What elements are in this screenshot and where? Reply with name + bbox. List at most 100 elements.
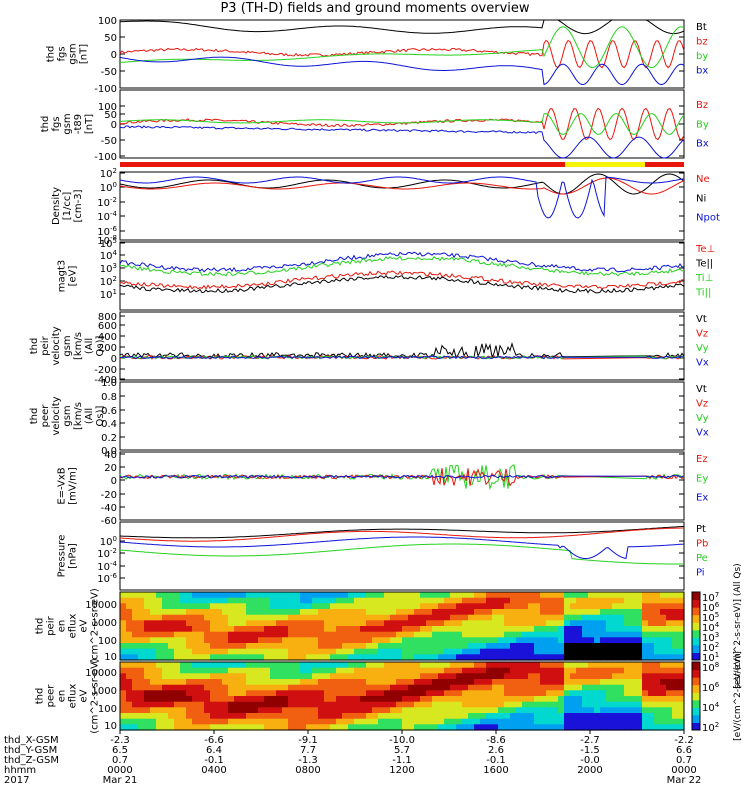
peer-spectrogram-cell	[342, 667, 349, 674]
peer-spectrogram-cell	[228, 684, 235, 691]
peer-spectrogram-cell	[420, 713, 427, 720]
peir-spectrogram-cell	[336, 597, 343, 604]
peer-spectrogram-cell	[144, 718, 151, 725]
peer-spectrogram-cell	[624, 718, 631, 725]
peer-spectrogram-cell	[342, 696, 349, 703]
peer-spectrogram-cell	[468, 724, 475, 731]
peer-spectrogram-cell	[546, 667, 553, 674]
peer-spectrogram-cell	[426, 662, 433, 669]
peir-spectrogram-cell	[570, 614, 577, 621]
peer-spectrogram-cell	[462, 701, 469, 708]
peir-spectrogram-frame	[119, 591, 685, 661]
peer-spectrogram-cell	[336, 673, 343, 680]
peer-spectrogram-cell	[486, 701, 493, 708]
peir-spectrogram-cell	[486, 643, 493, 650]
peir-spectrogram-cell	[474, 648, 481, 655]
peir-spectrogram-cell	[198, 643, 205, 650]
peer-spectrogram-cell	[504, 673, 511, 680]
peir-spectrogram-cell	[372, 620, 379, 627]
peer-spectrogram-cell	[300, 718, 307, 725]
peir-spectrogram-cell	[234, 637, 241, 644]
peir-spectrogram-cell	[336, 637, 343, 644]
peir-spectrogram-cell	[600, 648, 607, 655]
peir-spectrogram-cell	[342, 637, 349, 644]
peir-spectrogram-cell	[582, 592, 589, 599]
peer-spectrogram-cell	[312, 718, 319, 725]
peir-spectrogram-cell	[126, 609, 133, 616]
peer-spectrogram-cell	[516, 684, 523, 691]
peer-spectrogram-cell	[480, 673, 487, 680]
peir-spectrogram-cell	[306, 648, 313, 655]
peer-spectrogram-cell	[252, 724, 259, 731]
peer-spectrogram-cell	[672, 673, 679, 680]
peir-spectrogram-cell	[492, 654, 499, 661]
peir-spectrogram-cell	[414, 614, 421, 621]
peir-spectrogram-cell	[630, 643, 637, 650]
peer-spectrogram-cell	[450, 673, 457, 680]
peer-spectrogram-cell	[246, 718, 253, 725]
peer-spectrogram-cell	[150, 696, 157, 703]
peir-spectrogram-cell	[222, 609, 229, 616]
peer-spectrogram-cell	[570, 707, 577, 714]
peir-spectrogram-cell	[528, 614, 535, 621]
peer-spectrogram-cell	[564, 707, 571, 714]
peir-spectrogram-cell	[654, 597, 661, 604]
peir-spectrogram-cell	[624, 614, 631, 621]
peer-spectrogram-cell	[654, 696, 661, 703]
colorbar-upper-swatch	[692, 652, 700, 661]
peer-spectrogram-cell	[438, 701, 445, 708]
peer-spectrogram-cell	[300, 662, 307, 669]
peir-spectrogram-cell	[324, 626, 331, 633]
peer-spectrogram-cell	[618, 718, 625, 725]
peer-spectrogram-cell	[360, 690, 367, 697]
peir-spectrogram-cell	[624, 637, 631, 644]
peer-spectrogram-cell	[480, 718, 487, 725]
peir-spectrogram-cell	[576, 648, 583, 655]
legend-peir_velocity-Vx: Vx	[696, 358, 709, 369]
peir-spectrogram-cell	[360, 609, 367, 616]
peir-spectrogram-cell	[468, 631, 475, 638]
ytick-label-pressure: 10-2	[97, 547, 117, 560]
peir-spectrogram-cell	[264, 609, 271, 616]
ytick-label-fgs_t89: 100	[98, 102, 117, 113]
peir-spectrogram-cell	[594, 609, 601, 616]
peir-spectrogram-cell	[426, 597, 433, 604]
peir-spectrogram-cell	[612, 648, 619, 655]
peir-spectrogram-cell	[360, 614, 367, 621]
peer-spectrogram-cell	[426, 701, 433, 708]
peer-spectrogram-cell	[162, 662, 169, 669]
peir-spectrogram-cell	[318, 614, 325, 621]
peer-spectrogram-cell	[192, 707, 199, 714]
peer-spectrogram-cell	[612, 679, 619, 686]
peir-spectrogram-cell	[324, 637, 331, 644]
peer-spectrogram-cell	[504, 713, 511, 720]
peer-spectrogram-cell	[672, 696, 679, 703]
peir-spectrogram-cell	[288, 597, 295, 604]
colorbar-lower-swatch	[692, 677, 700, 686]
peir-spectrogram-cell	[432, 620, 439, 627]
peer-spectrogram-cell	[498, 707, 505, 714]
peer-spectrogram-cell	[150, 679, 157, 686]
peer-spectrogram-cell	[312, 673, 319, 680]
peer-spectrogram-cell	[672, 667, 679, 674]
peir-spectrogram-cell	[132, 609, 139, 616]
peer-spectrogram-cell	[258, 696, 265, 703]
peer-spectrogram-cell	[366, 707, 373, 714]
peir-spectrogram-cell	[270, 620, 277, 627]
peer-spectrogram-cell	[582, 701, 589, 708]
ytick-label-efield: -20	[101, 490, 117, 501]
peer-spectrogram-cell	[576, 696, 583, 703]
peer-spectrogram-cell	[192, 701, 199, 708]
peer-spectrogram-cell	[636, 718, 643, 725]
peir-spectrogram-cell	[540, 609, 547, 616]
peir-spectrogram-cell	[534, 626, 541, 633]
peir-spectrogram-cell	[210, 597, 217, 604]
peer-spectrogram-cell	[174, 662, 181, 669]
peer-spectrogram-cell	[450, 696, 457, 703]
peer-spectrogram-cell	[390, 690, 397, 697]
peer-spectrogram-cell	[306, 724, 313, 731]
peir-spectrogram-cell	[396, 626, 403, 633]
peir-spectrogram-cell	[390, 597, 397, 604]
peir-spectrogram-cell	[150, 614, 157, 621]
peir-spectrogram-cell	[120, 609, 127, 616]
